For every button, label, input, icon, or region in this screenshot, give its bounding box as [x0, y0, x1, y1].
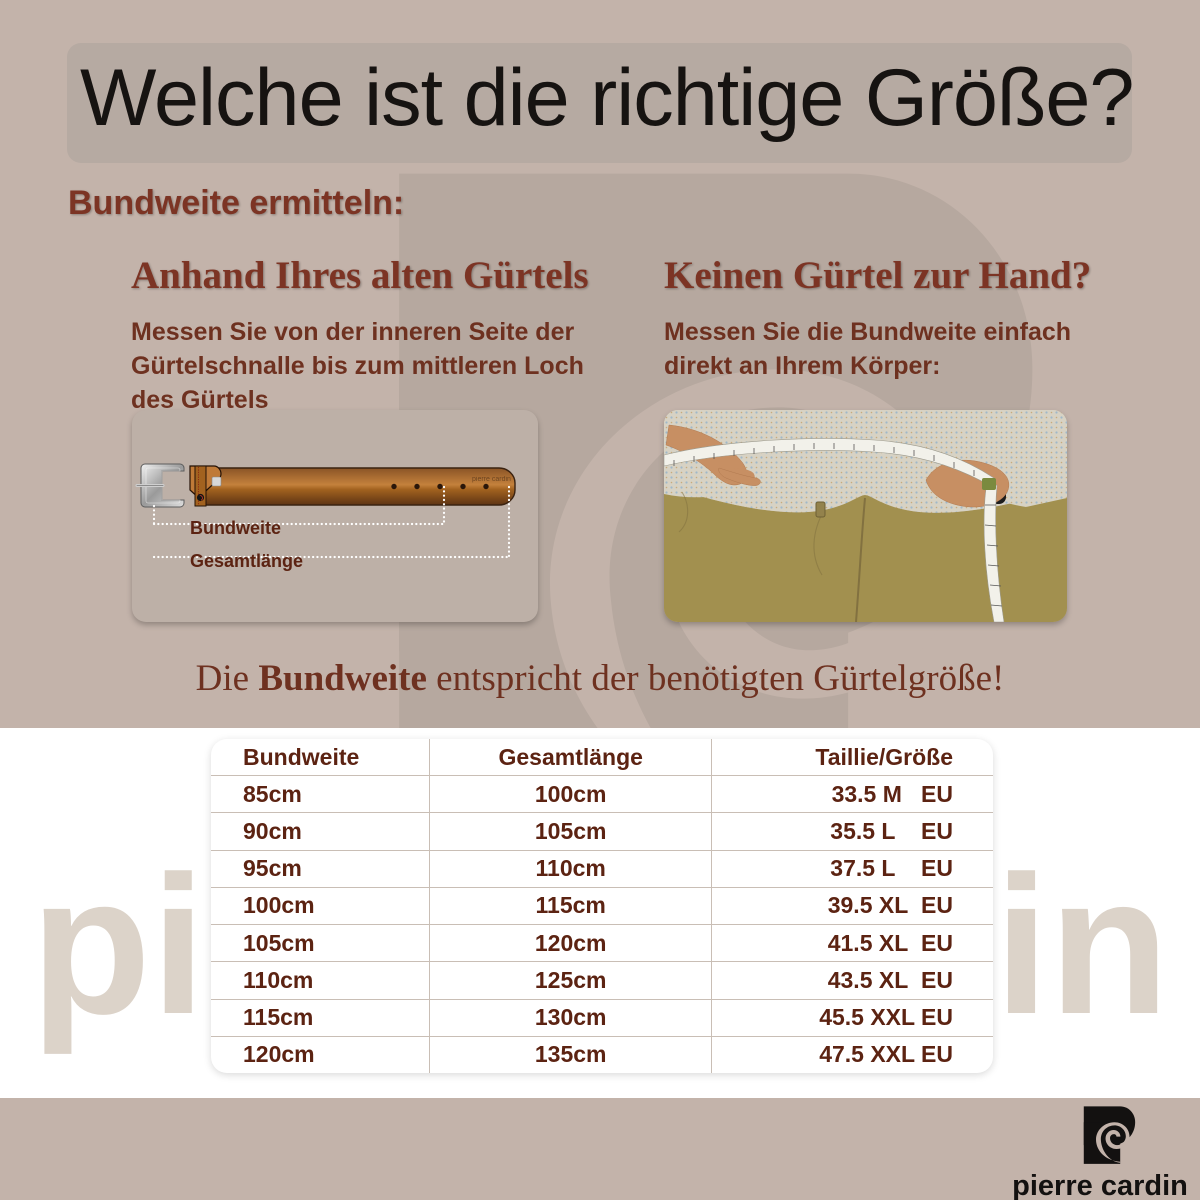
svg-text:Bundweite: Bundweite [190, 518, 281, 538]
svg-text:Gesamtlänge: Gesamtlänge [190, 551, 303, 571]
svg-text:pierre cardin: pierre cardin [472, 476, 511, 483]
